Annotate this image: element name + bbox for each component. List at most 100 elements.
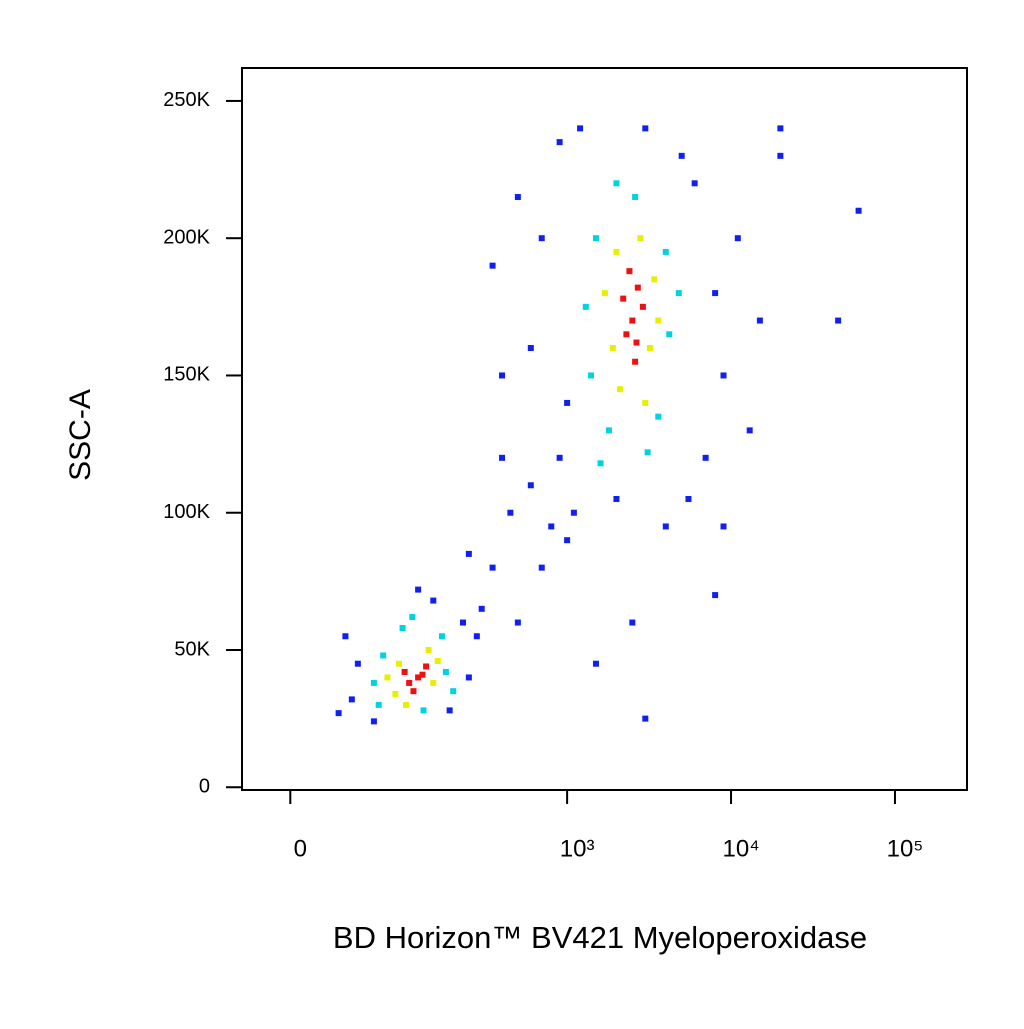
data-point [666, 331, 673, 338]
data-point [430, 679, 437, 686]
data-point [514, 194, 521, 201]
data-point [419, 671, 426, 678]
data-point [655, 413, 662, 420]
data-point [527, 482, 534, 489]
data-point [430, 597, 437, 604]
data-point [592, 235, 599, 242]
data-point [442, 668, 449, 675]
data-point [588, 372, 595, 379]
data-point [639, 303, 646, 310]
data-point [420, 707, 427, 714]
data-point [354, 660, 361, 667]
data-point [399, 625, 406, 632]
data-point [642, 715, 649, 722]
data-point [637, 235, 644, 242]
data-point [678, 152, 685, 159]
data-point [609, 345, 616, 352]
data-point [855, 207, 862, 214]
data-point [410, 688, 417, 695]
x-tick-label: 0 [294, 835, 307, 862]
data-point [651, 276, 658, 283]
data-point [644, 449, 651, 456]
data-point [642, 125, 649, 132]
data-point [396, 660, 403, 667]
data-point [564, 537, 571, 544]
data-point [623, 331, 630, 338]
data-point [642, 399, 649, 406]
data-point [613, 248, 620, 255]
data-point [548, 523, 555, 530]
data-point [401, 668, 408, 675]
data-point [601, 290, 608, 297]
data-point [756, 317, 763, 324]
data-point [777, 125, 784, 132]
data-point [720, 372, 727, 379]
data-point [629, 317, 636, 324]
data-point [434, 657, 441, 664]
data-point [685, 496, 692, 503]
data-point [478, 605, 485, 612]
data-point [499, 372, 506, 379]
y-tick-label: 50K [174, 638, 210, 660]
data-point [489, 262, 496, 269]
data-point [835, 317, 842, 324]
data-point [384, 674, 391, 681]
data-point [335, 710, 342, 717]
data-point [702, 454, 709, 461]
x-axis-label: BD Horizon™ BV421 Myeloperoxidase [333, 920, 867, 955]
data-point [626, 268, 633, 275]
y-tick-label: 150K [163, 364, 210, 386]
data-point [446, 707, 453, 714]
y-tick-label: 0 [199, 776, 210, 798]
data-point [556, 139, 563, 146]
data-point [402, 701, 409, 708]
data-point [592, 660, 599, 667]
data-point [415, 586, 422, 593]
y-tick-label: 250K [163, 89, 210, 111]
data-point [473, 633, 480, 640]
x-tick-label: 10⁴ [723, 835, 760, 862]
data-point [662, 523, 669, 530]
y-axis-label: SSC-A [64, 389, 97, 481]
data-point [348, 696, 355, 703]
data-point [342, 633, 349, 640]
data-point [632, 194, 639, 201]
data-point [655, 317, 662, 324]
data-point [370, 718, 377, 725]
data-point [712, 592, 719, 599]
data-point [632, 358, 639, 365]
data-point [746, 427, 753, 434]
data-point [514, 619, 521, 626]
data-point [777, 152, 784, 159]
data-point [465, 550, 472, 557]
data-point [380, 652, 387, 659]
data-point [620, 295, 627, 302]
data-point [564, 399, 571, 406]
data-point [605, 427, 612, 434]
data-point [425, 646, 432, 653]
data-point [712, 290, 719, 297]
data-point [616, 386, 623, 393]
data-point [460, 619, 467, 626]
data-point [409, 614, 416, 621]
data-point [556, 454, 563, 461]
y-tick-label: 100K [163, 501, 210, 523]
data-point [392, 690, 399, 697]
data-point [415, 674, 422, 681]
data-point [499, 454, 506, 461]
data-point [633, 339, 640, 346]
data-point [450, 688, 457, 695]
data-point [438, 633, 445, 640]
data-point [675, 290, 682, 297]
data-point [538, 235, 545, 242]
plot-frame [241, 67, 968, 791]
data-point [662, 248, 669, 255]
data-point [597, 460, 604, 467]
data-point [613, 180, 620, 187]
x-tick-label: 10³ [560, 835, 595, 862]
data-point [582, 303, 589, 310]
data-point [691, 180, 698, 187]
y-tick-label: 200K [163, 226, 210, 248]
data-point [734, 235, 741, 242]
